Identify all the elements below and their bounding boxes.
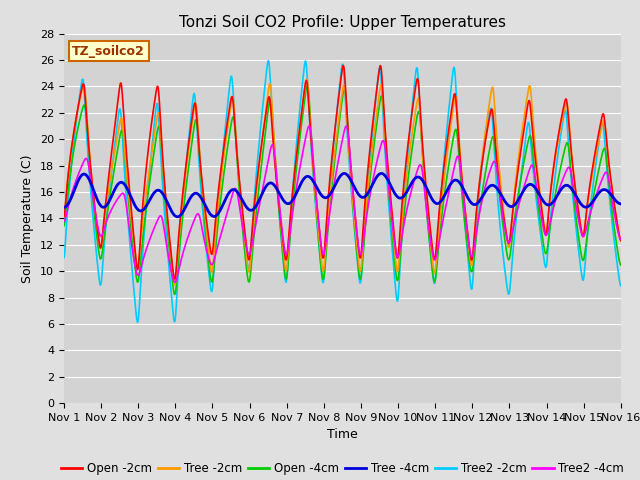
Tree2 -2cm [297,95,305,100]
Line: Tree -2cm: Tree -2cm [64,79,621,285]
Tree -2cm [171,282,179,288]
Tree2 -4cm [319,250,326,256]
Open -2cm [297,118,305,123]
Tree -4cm [617,201,625,207]
Tree -2cm [308,156,316,162]
Tree -4cm [60,204,68,210]
Line: Tree -4cm: Tree -4cm [64,173,621,217]
Tree -4cm [126,191,134,197]
Tree -2cm [617,238,625,243]
Tree2 -2cm [319,278,326,284]
Open -2cm [617,238,625,243]
Tree2 -4cm [305,123,313,129]
Open -2cm [378,69,385,75]
Open -4cm [378,93,385,99]
Tree2 -4cm [103,217,111,223]
Open -2cm [171,276,179,282]
Open -2cm [60,214,68,219]
Tree2 -4cm [308,147,316,153]
Open -4cm [303,84,311,89]
Open -4cm [126,212,134,217]
Legend: Open -2cm, Tree -2cm, Open -4cm, Tree -4cm, Tree2 -2cm, Tree2 -4cm: Open -2cm, Tree -2cm, Open -4cm, Tree -4… [56,457,628,480]
Tree2 -2cm [617,283,625,288]
Line: Tree2 -4cm: Tree2 -4cm [64,126,621,282]
Open -2cm [103,187,111,193]
Tree -4cm [297,181,305,187]
Line: Open -4cm: Open -4cm [64,86,621,294]
Tree -2cm [60,213,68,219]
Open -4cm [308,154,316,159]
Y-axis label: Soil Temperature (C): Soil Temperature (C) [22,154,35,283]
Open -2cm [126,190,134,195]
Tree2 -2cm [60,255,68,261]
Open -4cm [171,291,179,297]
Tree2 -2cm [134,319,141,325]
Tree -4cm [308,177,316,182]
Tree2 -4cm [60,218,68,224]
Open -4cm [319,275,326,281]
Tree -2cm [319,266,326,272]
Tree2 -2cm [264,58,272,63]
Tree2 -4cm [126,229,134,235]
Open -4cm [297,129,305,134]
Tree -4cm [318,193,326,199]
Tree -2cm [297,118,305,124]
Tree -4cm [103,202,111,207]
Tree -4cm [173,214,181,220]
Open -4cm [617,262,625,268]
Tree2 -2cm [126,239,134,245]
Line: Open -2cm: Open -2cm [64,66,621,279]
Tree2 -4cm [617,236,625,242]
Tree -2cm [378,83,385,89]
X-axis label: Time: Time [327,429,358,442]
Tree2 -2cm [103,210,111,216]
Open -2cm [376,63,384,69]
Open -4cm [60,223,68,228]
Tree2 -4cm [297,161,305,167]
Title: Tonzi Soil CO2 Profile: Upper Temperatures: Tonzi Soil CO2 Profile: Upper Temperatur… [179,15,506,30]
Tree -2cm [126,202,134,208]
Line: Tree2 -2cm: Tree2 -2cm [64,60,621,322]
Open -4cm [103,212,111,217]
Tree2 -2cm [308,164,316,169]
Text: TZ_soilco2: TZ_soilco2 [72,45,145,58]
Open -2cm [308,150,316,156]
Tree2 -4cm [378,140,385,146]
Tree -4cm [340,170,348,176]
Tree2 -2cm [378,84,385,90]
Tree -2cm [303,76,311,82]
Tree -2cm [103,197,111,203]
Tree -4cm [378,170,385,176]
Tree2 -4cm [171,279,179,285]
Open -2cm [318,252,326,257]
